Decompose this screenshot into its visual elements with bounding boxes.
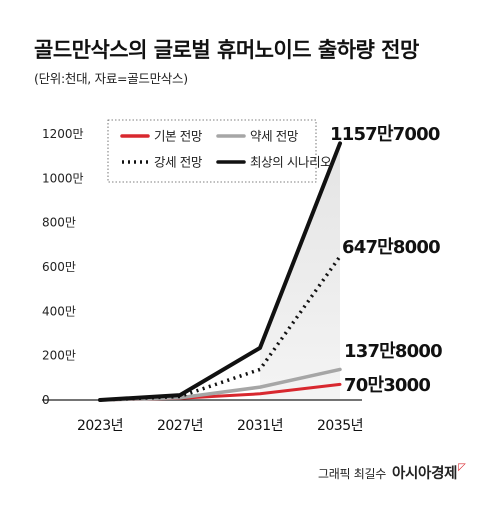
- legend-entry: 강세 전망: [154, 155, 203, 170]
- brand-logo: 아시아경제: [391, 466, 458, 482]
- data-label: 137만8000: [344, 341, 442, 362]
- x-tick-label: 2023년: [77, 418, 123, 434]
- y-tick-label: 1200만: [42, 127, 84, 141]
- data-label: 647만8000: [342, 237, 440, 258]
- y-tick-label: 800만: [42, 216, 76, 230]
- y-tick-label: 200만: [42, 349, 76, 363]
- page-title: 골드만삭스의 글로벌 휴머노이드 출하량 전망: [34, 38, 419, 62]
- data-label: 70만3000: [344, 375, 430, 396]
- page-subtitle: (단위:천대, 자료=골드만삭스): [34, 71, 188, 86]
- y-tick-label: 400만: [42, 304, 76, 318]
- series-line: [98, 141, 342, 402]
- x-tick-label: 2027년: [157, 418, 203, 434]
- credit-text: 그래픽 최길수: [318, 467, 386, 481]
- brand-mark-icon: ◸: [458, 462, 466, 473]
- legend-entry: 기본 전망: [154, 129, 203, 144]
- legend-box: [107, 119, 317, 183]
- legend-entry: 최상의 시나리오: [250, 155, 331, 170]
- x-tick-label: 2035년: [317, 418, 363, 434]
- data-label: 1157만7000: [330, 124, 440, 145]
- y-tick-label: 600만: [42, 260, 76, 274]
- y-tick-label: 1000만: [42, 171, 84, 185]
- scenario-shaded-area: [260, 143, 340, 400]
- legend-entry: 약세 전망: [250, 129, 299, 144]
- graphic-credit: 그래픽 최길수 아시아경제◸: [318, 462, 466, 483]
- x-tick-label: 2031년: [237, 418, 283, 434]
